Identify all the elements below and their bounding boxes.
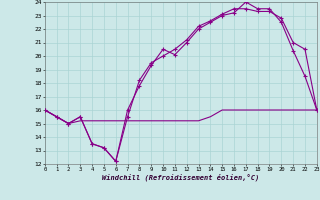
X-axis label: Windchill (Refroidissement éolien,°C): Windchill (Refroidissement éolien,°C) xyxy=(102,173,260,181)
